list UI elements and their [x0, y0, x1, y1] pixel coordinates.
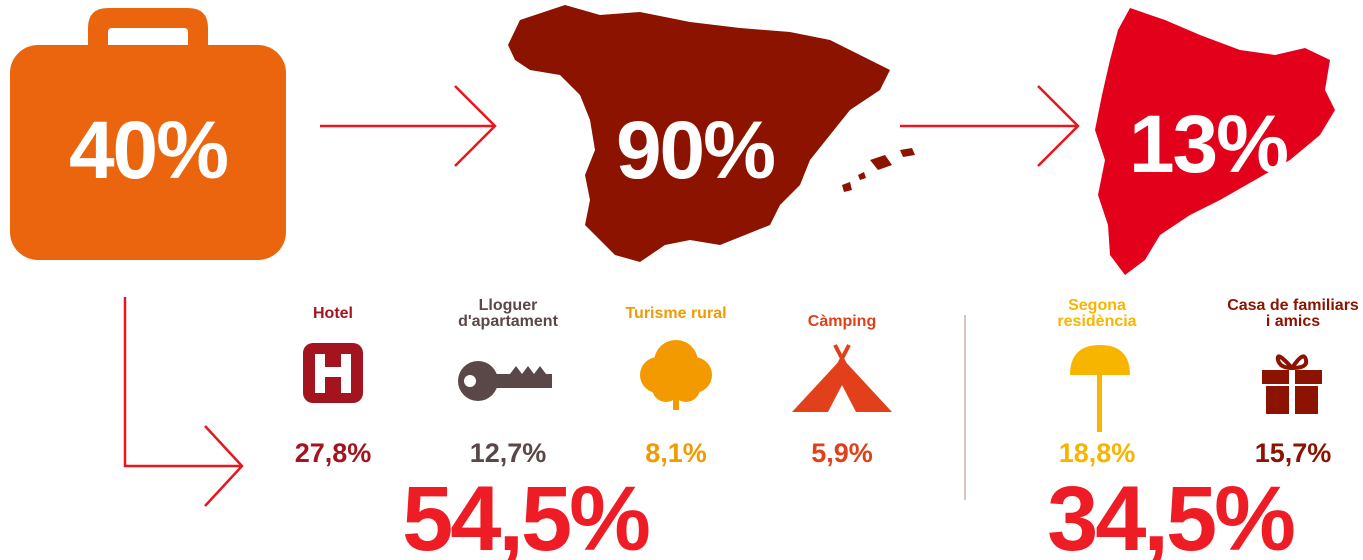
- item-label: Segona residència: [1057, 297, 1136, 330]
- catalonia-map: [1095, 8, 1335, 275]
- step-value: 13%: [1129, 99, 1287, 190]
- item-value: 18,8%: [1059, 438, 1136, 468]
- suitcase-icon: [10, 8, 286, 260]
- arrow: [123, 297, 244, 507]
- gift-icon: [1262, 354, 1322, 414]
- group-total: 54,5%: [402, 468, 649, 560]
- tree-icon: [640, 340, 712, 410]
- spain-map: [508, 5, 890, 262]
- item-value: 12,7%: [470, 438, 547, 468]
- group-total: 34,5%: [1047, 468, 1294, 560]
- umbrella-icon: [1070, 345, 1130, 432]
- item-label: Lloguer d'apartament: [458, 297, 559, 330]
- item-label: Turisme rural: [625, 305, 726, 322]
- key-icon: [458, 361, 552, 401]
- item-label: Casa de familiars i amics: [1227, 297, 1359, 330]
- tent-icon: [792, 344, 892, 412]
- hotel-icon: [303, 343, 363, 403]
- step-value: 40%: [69, 105, 227, 196]
- step-value: 90%: [616, 105, 774, 196]
- item-value: 8,1%: [645, 438, 707, 468]
- arrow: [320, 85, 497, 167]
- item-label: Càmping: [808, 313, 876, 330]
- islands: [842, 148, 915, 192]
- item-value: 5,9%: [811, 438, 873, 468]
- item-value: 27,8%: [295, 438, 372, 468]
- item-label: Hotel: [313, 305, 353, 322]
- arrow: [900, 85, 1080, 167]
- item-value: 15,7%: [1255, 438, 1332, 468]
